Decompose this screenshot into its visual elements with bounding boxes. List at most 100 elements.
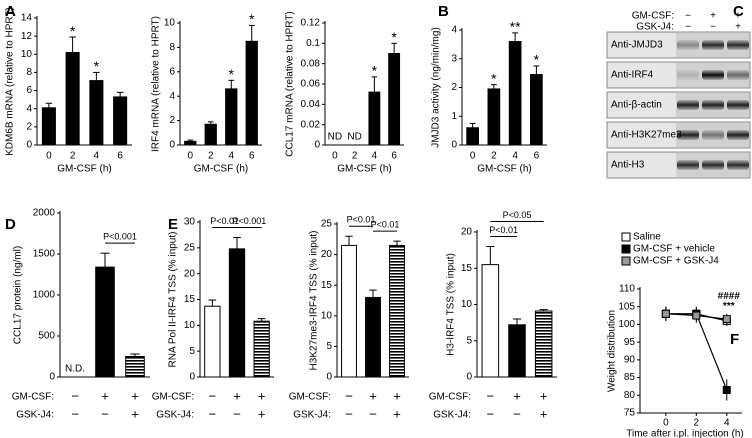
x-axis-label: GM-CSF (h) bbox=[57, 164, 111, 175]
band bbox=[727, 100, 749, 110]
annotation: #### bbox=[718, 291, 741, 302]
band-label: Anti-β-actin bbox=[611, 100, 662, 111]
y-tick-label: 95 bbox=[624, 337, 636, 348]
panel-label: C bbox=[733, 3, 744, 20]
x-axis-label: GM-CSF (h) bbox=[194, 164, 248, 175]
comparison-label: P<0.001 bbox=[103, 232, 137, 242]
condition-value: + bbox=[735, 11, 741, 22]
band bbox=[677, 100, 699, 110]
condition-value: + bbox=[513, 388, 521, 403]
y-tick-label: 2000 bbox=[33, 208, 56, 219]
condition-value: − bbox=[685, 22, 691, 33]
legend-label: GM-CSF + GSK-J4 bbox=[633, 256, 719, 267]
significance: * bbox=[94, 58, 100, 74]
bar bbox=[487, 88, 501, 146]
x-tick-label: 6 bbox=[534, 151, 540, 162]
condition-value: − bbox=[513, 406, 521, 421]
y-tick-label: 80 bbox=[624, 390, 636, 401]
y-tick-label: 10 bbox=[164, 18, 176, 29]
y-tick-label: 1 bbox=[451, 111, 457, 122]
panel-label: A bbox=[5, 3, 16, 20]
bar bbox=[125, 356, 145, 378]
y-tick-label: 0 bbox=[26, 140, 32, 151]
bar bbox=[508, 324, 526, 378]
condition-value: + bbox=[258, 406, 266, 421]
series-line bbox=[665, 313, 728, 391]
y-axis-label: KDM6B mRNA (relative to HPRT) bbox=[5, 7, 16, 156]
condition-label: GSK-J4: bbox=[433, 410, 471, 421]
y-axis-label: CCL17 mRNA (relative to HPRT) bbox=[285, 11, 296, 156]
x-tick-label: 0 bbox=[46, 151, 52, 162]
marker bbox=[722, 385, 731, 394]
x-tick-label: 0 bbox=[332, 151, 338, 162]
legend-marker bbox=[621, 256, 631, 266]
significance: * bbox=[70, 23, 76, 39]
condition-label: GSK-J4: bbox=[293, 410, 331, 421]
y-tick-label: 110 bbox=[619, 284, 635, 295]
band bbox=[727, 130, 749, 140]
y-tick-label: 0 bbox=[466, 372, 472, 383]
bar bbox=[89, 80, 104, 146]
y-tick-label: 10 bbox=[184, 320, 196, 331]
y-tick-label: 15 bbox=[321, 280, 333, 291]
band bbox=[677, 70, 699, 80]
y-tick-label: 8 bbox=[26, 67, 32, 78]
annotation: *** bbox=[723, 301, 735, 312]
x-tick-label: 6 bbox=[391, 151, 397, 162]
band bbox=[702, 160, 724, 170]
band bbox=[677, 40, 699, 50]
y-tick-label: 5 bbox=[466, 335, 472, 346]
condition-value: − bbox=[345, 388, 353, 403]
bar bbox=[253, 320, 270, 378]
x-tick-label: 0 bbox=[470, 151, 476, 162]
bar bbox=[365, 296, 381, 378]
condition-value: + bbox=[393, 406, 401, 421]
condition-value: + bbox=[101, 388, 109, 403]
y-tick-label: 85 bbox=[624, 372, 636, 383]
band-label: Anti-JMJD3 bbox=[611, 40, 663, 51]
y-tick-label: 20 bbox=[461, 227, 473, 238]
y-tick-label: 6 bbox=[26, 85, 32, 96]
y-tick-label: 20 bbox=[321, 249, 333, 260]
y-tick-label: 10 bbox=[461, 299, 473, 310]
legend-marker bbox=[621, 232, 631, 242]
marker bbox=[722, 315, 731, 324]
y-tick-label: 0.02 bbox=[301, 119, 321, 130]
bar bbox=[508, 41, 522, 146]
significance: * bbox=[391, 29, 397, 45]
bar bbox=[65, 51, 80, 146]
y-tick-label: 500 bbox=[38, 331, 55, 342]
condition-label: GM-CSF: bbox=[152, 392, 194, 403]
y-axis-label: Weight distribution bbox=[607, 310, 618, 392]
panel-label: B bbox=[438, 3, 449, 20]
significance: * bbox=[229, 66, 235, 82]
bar bbox=[204, 123, 217, 146]
condition-value: + bbox=[393, 388, 401, 403]
condition-value: − bbox=[71, 406, 79, 421]
y-tick-label: 0.12 bbox=[301, 18, 321, 29]
x-tick-label: 2 bbox=[208, 151, 214, 162]
band bbox=[702, 70, 724, 80]
value-label: ND bbox=[347, 132, 361, 143]
y-tick-label: 75 bbox=[624, 408, 636, 419]
y-tick-label: 10 bbox=[321, 310, 333, 321]
y-tick-label: 25 bbox=[184, 242, 196, 253]
condition-label: GM-CSF: bbox=[429, 392, 471, 403]
y-tick-label: 2 bbox=[451, 82, 457, 93]
condition-value: − bbox=[209, 388, 217, 403]
x-tick-label: 4 bbox=[94, 151, 100, 162]
bar bbox=[184, 140, 197, 146]
value-label: ND bbox=[328, 132, 342, 143]
y-tick-label: 2 bbox=[26, 121, 32, 132]
y-tick-label: 15 bbox=[184, 294, 196, 305]
bar bbox=[389, 244, 405, 378]
y-tick-label: 30 bbox=[184, 217, 196, 228]
band bbox=[677, 160, 699, 170]
bar bbox=[481, 264, 500, 378]
condition-value: − bbox=[710, 22, 716, 33]
x-tick-label: 4 bbox=[512, 151, 518, 162]
condition-value: − bbox=[487, 388, 495, 403]
y-tick-label: 8 bbox=[169, 42, 175, 53]
y-tick-label: 10 bbox=[21, 49, 33, 60]
